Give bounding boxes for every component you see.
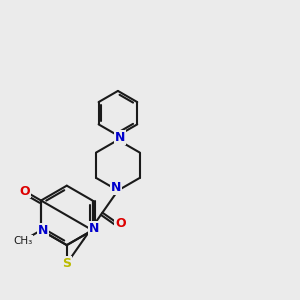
Text: N: N — [111, 181, 121, 194]
Text: N: N — [89, 222, 100, 235]
Text: S: S — [62, 257, 71, 270]
Text: O: O — [20, 185, 30, 198]
Text: O: O — [115, 217, 126, 230]
Text: N: N — [38, 224, 48, 237]
Text: CH₃: CH₃ — [14, 236, 33, 246]
Text: N: N — [115, 131, 125, 144]
